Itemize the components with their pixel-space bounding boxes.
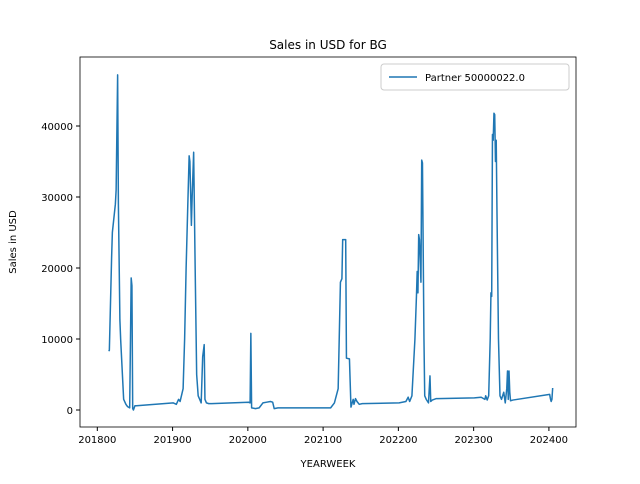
x-tick-label: 202000 (229, 435, 267, 446)
chart-title: Sales in USD for BG (269, 38, 387, 52)
y-tick-label: 20000 (41, 264, 73, 275)
y-tick-label: 0 (67, 406, 73, 417)
plot-frame (79, 56, 577, 428)
x-tick-label: 202100 (304, 435, 342, 446)
x-tick-label: 201900 (153, 435, 191, 446)
x-tick-label: 202200 (379, 435, 417, 446)
x-tick-label: 201800 (78, 435, 116, 446)
y-tick-label: 40000 (41, 122, 73, 133)
y-tick-label: 10000 (41, 335, 73, 346)
y-tick-label: 30000 (41, 193, 73, 204)
y-axis-label: Sales in USD (8, 210, 19, 274)
x-tick-label: 202400 (530, 435, 568, 446)
data-line (108, 74, 554, 411)
legend-label: Partner 50000022.0 (425, 73, 525, 84)
legend-box (380, 63, 570, 91)
x-axis-label: YEARWEEK (300, 459, 356, 470)
x-tick-label: 202300 (455, 435, 493, 446)
